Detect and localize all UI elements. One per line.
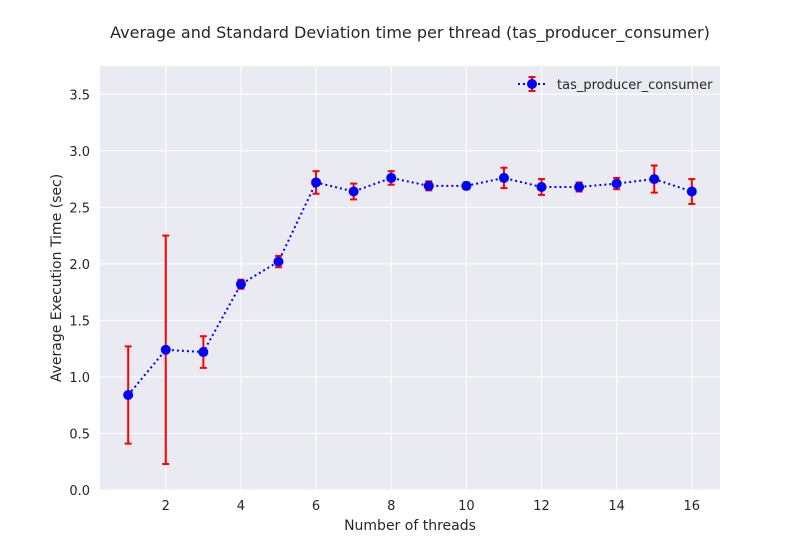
x-tick-label: 16 [684, 499, 701, 514]
x-tick-label: 10 [458, 499, 475, 514]
data-point [423, 180, 434, 191]
tick-labels: 2 4 6 8 10 12 14 16 0.0 0.5 1.0 1.5 2.0 2.5 3.0 3.5 [69, 88, 700, 514]
legend-handle [518, 76, 546, 92]
legend: tas_producer_consumer [518, 76, 713, 93]
legend-marker [527, 79, 537, 89]
y-tick-label: 1.0 [69, 371, 90, 386]
data-point [461, 180, 472, 191]
data-point [198, 347, 209, 358]
data-point [311, 177, 322, 188]
y-tick-label: 0.5 [69, 427, 90, 442]
x-tick-label: 12 [533, 499, 550, 514]
x-tick-label: 6 [312, 499, 320, 514]
chart-title: Average and Standard Deviation time per … [110, 23, 710, 43]
x-axis-label: Number of threads [344, 518, 476, 534]
data-point [611, 178, 622, 189]
x-tick-label: 4 [237, 499, 245, 514]
data-point [123, 390, 134, 401]
series-line [127, 176, 693, 396]
data-point [386, 172, 397, 183]
data-point [235, 279, 246, 290]
data-point [536, 181, 547, 192]
data-point [649, 174, 660, 185]
data-point [348, 186, 359, 197]
y-axis-label: Average Execution Time (sec) [49, 174, 65, 382]
y-tick-label: 3.0 [69, 145, 90, 160]
y-tick-label: 2.5 [69, 201, 90, 216]
data-point [498, 172, 509, 183]
series-layer [123, 164, 697, 465]
grid-lines [100, 66, 720, 491]
legend-label: tas_producer_consumer [557, 78, 713, 93]
y-tick-label: 1.5 [69, 314, 90, 329]
data-point [273, 256, 284, 267]
y-tick-label: 2.0 [69, 258, 90, 273]
data-point [686, 186, 697, 197]
data-point [574, 181, 585, 192]
x-tick-label: 14 [608, 499, 625, 514]
y-tick-label: 0.0 [69, 484, 90, 499]
x-tick-label: 2 [162, 499, 170, 514]
y-tick-label: 3.5 [69, 88, 90, 103]
data-point [160, 344, 171, 355]
plot-area [100, 66, 720, 490]
x-tick-label: 8 [387, 499, 395, 514]
